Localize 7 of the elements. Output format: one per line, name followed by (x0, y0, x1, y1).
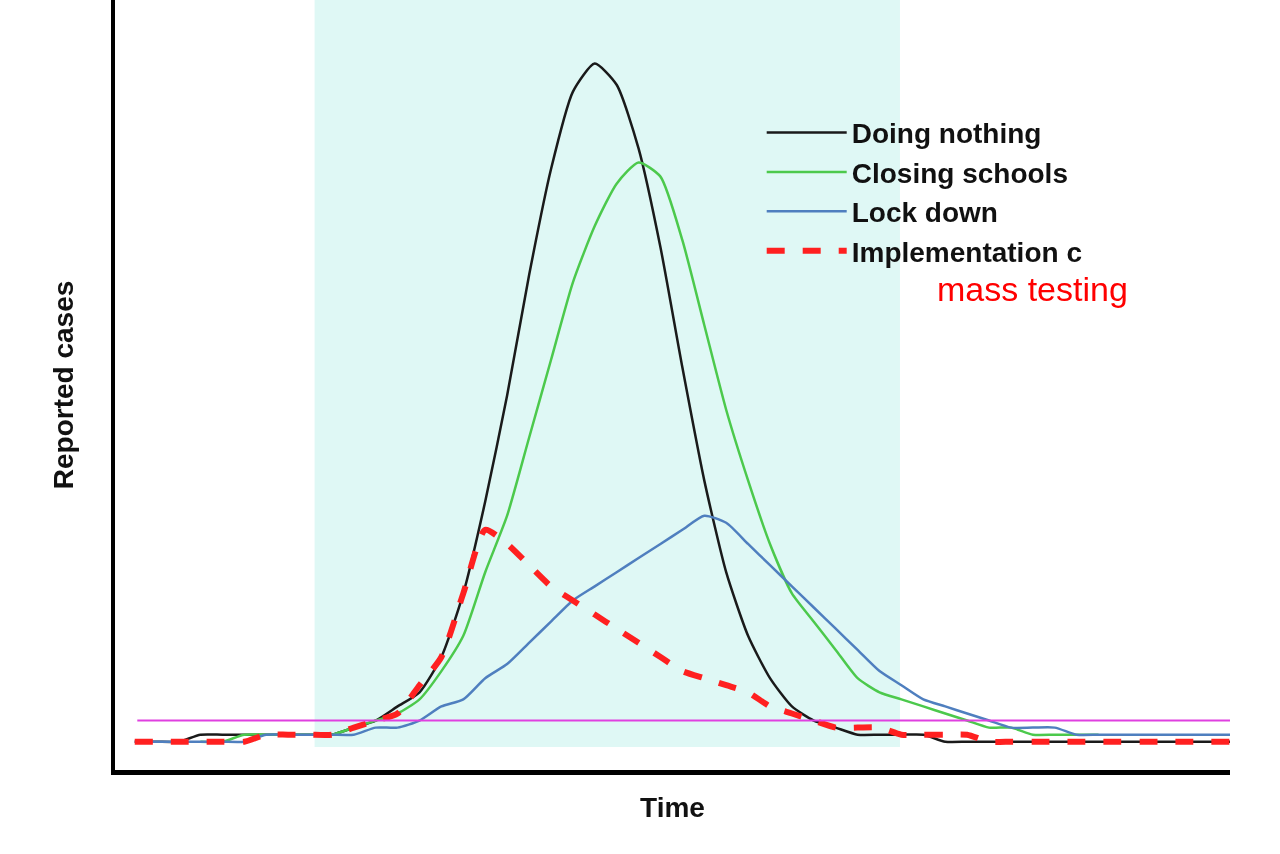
legend-label: Implementation c (851, 236, 1082, 268)
annotation: mass testing (937, 270, 1128, 308)
x-axis-title: Time (640, 791, 705, 823)
y-axis-title: Reported cases (48, 280, 80, 490)
legend-label: Doing nothing (851, 118, 1042, 150)
legend-label: Closing schools (851, 157, 1068, 189)
legend-label: Lock down (851, 197, 998, 229)
